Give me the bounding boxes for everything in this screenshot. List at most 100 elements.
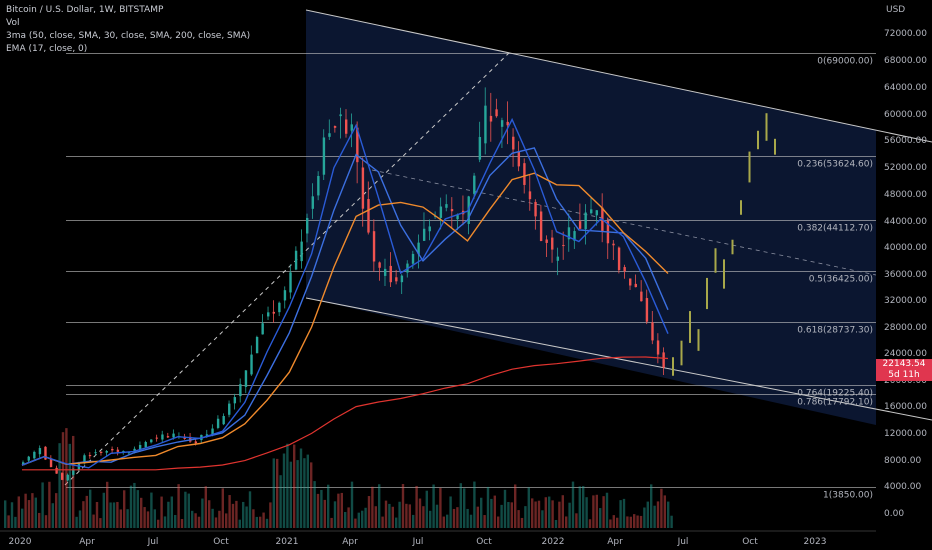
y-tick-label: 8000.00 [884, 456, 921, 466]
volume-bar [184, 491, 187, 528]
channel-upper-line [305, 9, 932, 143]
volume-bar [276, 458, 279, 528]
volume-bar [435, 504, 439, 528]
candle-body [267, 312, 270, 317]
volume-bar [248, 491, 252, 528]
candle-body [484, 105, 487, 144]
candle-body [261, 323, 264, 335]
volume-bar [255, 516, 258, 528]
volume-bar [252, 509, 255, 528]
volume-bar [582, 486, 585, 528]
volume-bar [568, 502, 571, 528]
volume-bar [544, 497, 547, 528]
volume-bar [14, 516, 17, 528]
candle-body [255, 336, 259, 354]
candle-body [172, 433, 175, 438]
volume-bar [405, 503, 408, 528]
candle-body [66, 474, 69, 481]
volume-bar [422, 506, 425, 528]
x-tick-label: Jul [677, 537, 689, 547]
candle-body [244, 370, 248, 387]
last-price: 22143.54 [882, 359, 926, 369]
candle-body [356, 127, 359, 163]
volume-bar [517, 510, 520, 528]
volume-bar [350, 481, 354, 528]
volume-bar [408, 504, 411, 528]
volume-bar [486, 486, 490, 528]
volume-bar [480, 497, 483, 528]
volume-bar [95, 501, 99, 528]
volume-bar [123, 490, 126, 528]
x-tick-label: Jul [412, 537, 424, 547]
volume-bar [163, 516, 167, 528]
fib-label: 0.618(28737.30) [797, 326, 873, 336]
volume-bar [551, 500, 554, 528]
channel-lower-line [305, 297, 932, 421]
volume-bar [10, 502, 14, 528]
volume-bar [537, 500, 541, 528]
volume-bar [541, 510, 544, 528]
candle-body [500, 120, 504, 127]
volume-bar [337, 493, 340, 528]
candle-body [116, 449, 120, 452]
candle-body [651, 322, 654, 341]
candle-body [278, 302, 281, 313]
candle-body [306, 217, 309, 234]
candle-body [662, 352, 665, 368]
volume-bar [558, 501, 561, 528]
volume-bar [650, 484, 653, 528]
volume-bar [333, 501, 337, 528]
candle-body [473, 175, 476, 194]
volume-bar [364, 507, 367, 528]
volume-bar [514, 484, 517, 528]
volume-bar [415, 485, 418, 528]
volume-bar [157, 519, 160, 528]
volume-bar [68, 443, 71, 528]
volume-bar [92, 514, 95, 528]
candle-body [411, 253, 415, 264]
volume-bar [61, 432, 65, 528]
candle-body [551, 237, 554, 250]
fib-label: 0.5(36425.00) [809, 275, 873, 285]
volume-bar [21, 508, 24, 528]
volume-bar [449, 496, 452, 528]
candle-body [328, 133, 331, 137]
ma200-line [22, 356, 669, 471]
candle-body [83, 455, 86, 464]
volume-bar [231, 503, 235, 528]
projection-candle [689, 311, 691, 343]
volume-bar [218, 510, 221, 528]
candle-body [60, 473, 64, 480]
fib-label: 0.236(53624.60) [797, 160, 873, 170]
candle-body [645, 298, 649, 322]
volume-bar [51, 503, 54, 528]
volume-bar [425, 490, 428, 528]
volume-bar [238, 519, 241, 528]
volume-bar [17, 496, 20, 528]
x-tick-label: 2022 [542, 537, 565, 547]
candle-body [283, 290, 287, 301]
candle-body [155, 437, 159, 439]
volume-bar [44, 515, 48, 528]
candle-body [445, 204, 448, 208]
volume-bar [38, 512, 41, 528]
volume-bar [418, 498, 422, 528]
volume-bar [507, 502, 510, 528]
volume-bar [286, 443, 289, 528]
volume-bar [401, 483, 405, 528]
volume-bar [602, 496, 605, 528]
volume-bar [476, 506, 479, 528]
candle-body [361, 167, 365, 209]
last-price-tag: 22143.54 5d 11h [876, 359, 932, 381]
candle-body [166, 436, 170, 438]
fib-label: 0.382(44112.70) [797, 224, 873, 234]
volume-bar [153, 509, 156, 528]
volume-bar [456, 507, 459, 528]
volume-bar [490, 498, 493, 528]
candle-body [562, 245, 565, 247]
volume-bar [667, 501, 670, 528]
projection-candle [680, 340, 683, 366]
volume-bar [344, 511, 347, 528]
candle-body [595, 210, 599, 216]
